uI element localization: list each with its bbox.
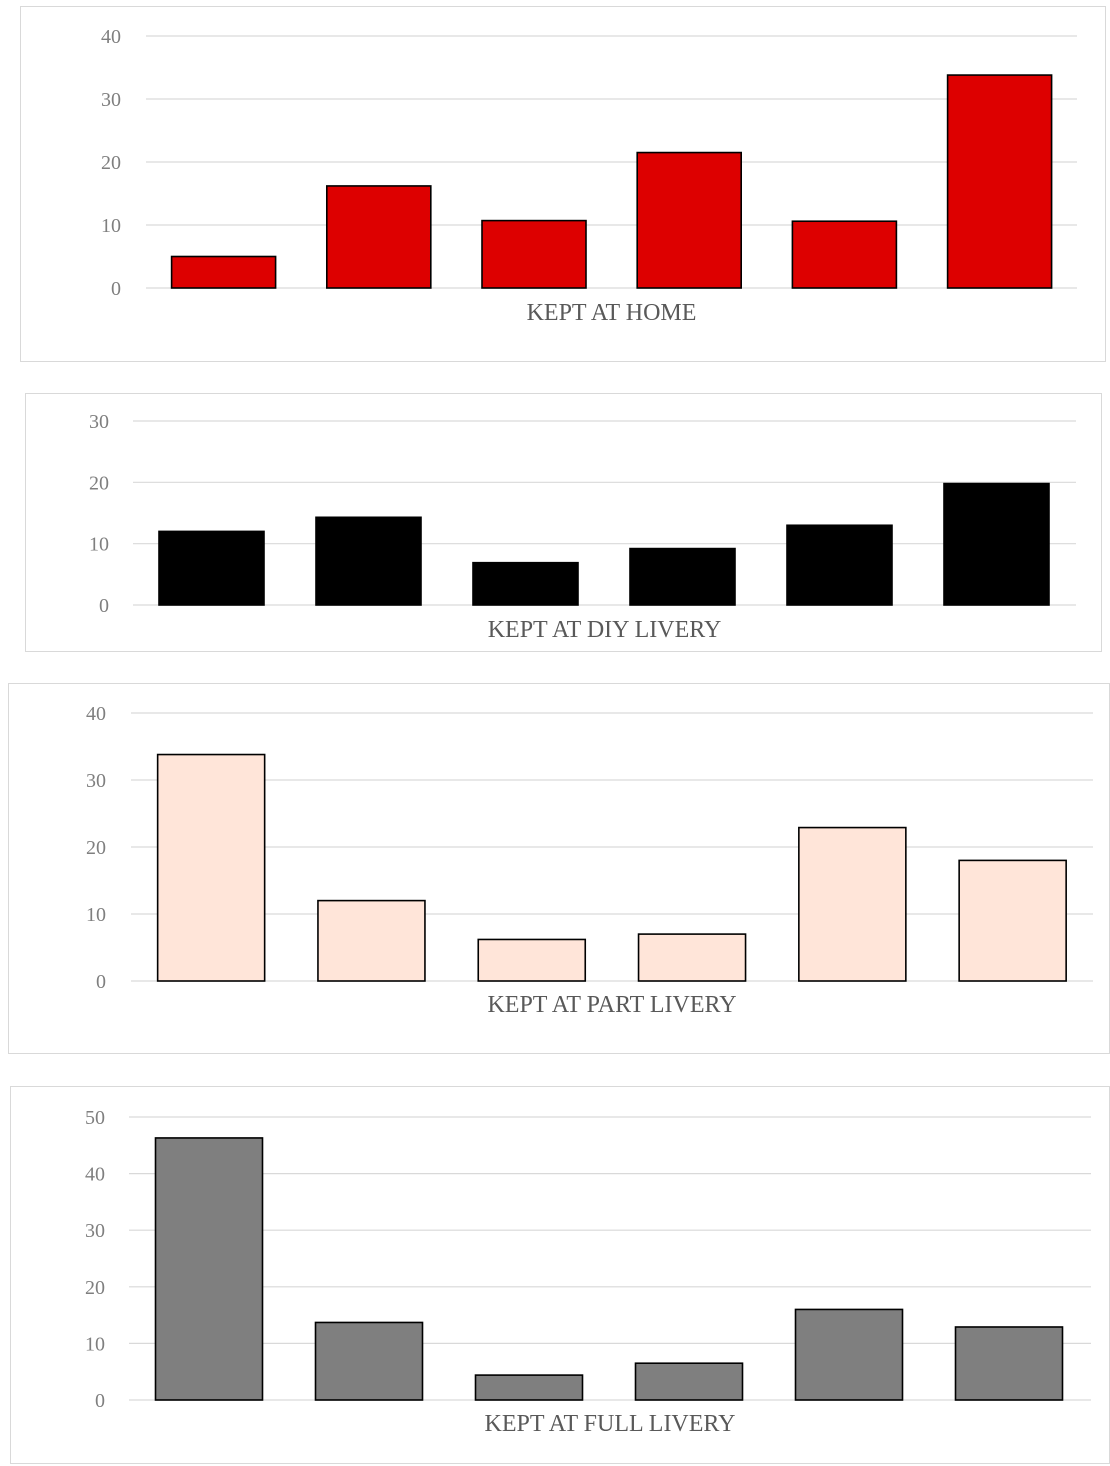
y-tick-label: 10 <box>85 1333 105 1355</box>
bar-kept-at-diy-livery-2 <box>315 516 422 606</box>
bar-kept-at-part-livery-5 <box>798 826 907 982</box>
bar-kept-at-part-livery-1 <box>156 753 266 982</box>
chart-title: KEPT AT HOME <box>527 300 697 326</box>
bar-kept-at-part-livery-3 <box>477 938 587 982</box>
chart-title: KEPT AT DIY LIVERY <box>488 617 722 643</box>
y-tick-label: 20 <box>85 1277 105 1299</box>
bar-kept-at-full-livery-2 <box>314 1321 424 1401</box>
bar-kept-at-full-livery-1 <box>154 1137 264 1401</box>
y-tick-label: 10 <box>86 904 106 926</box>
chart-panel-kept-at-full-livery: 0 10 20 30 40 50 KEPT AT FULL LIVERY <box>10 1086 1110 1464</box>
y-tick-label: 50 <box>85 1107 105 1129</box>
y-tick-label: 30 <box>85 1220 105 1242</box>
y-tick-label: 10 <box>89 534 109 556</box>
bar-chart-kept-at-full-livery: 0 10 20 30 40 50 KEPT AT FULL LIVERY <box>85 1107 1091 1437</box>
bar-kept-at-full-livery-3 <box>474 1374 584 1401</box>
bar-kept-at-home-6 <box>946 74 1053 289</box>
bar-kept-at-full-livery-4 <box>634 1362 744 1401</box>
chart-panel-kept-at-part-livery: 0 10 20 30 40 KEPT AT PART LIVERY <box>8 683 1110 1054</box>
bar-kept-at-diy-livery-6 <box>943 482 1050 606</box>
bar-chart-kept-at-part-livery: 0 10 20 30 40 KEPT AT PART LIVERY <box>86 703 1093 1018</box>
y-tick-label: 30 <box>89 411 109 433</box>
y-tick-label: 0 <box>99 595 109 617</box>
chart-panel-kept-at-home: 0 10 20 30 40 KEPT AT HOME <box>20 6 1106 362</box>
bar-kept-at-home-4 <box>636 151 743 289</box>
y-tick-label: 20 <box>86 837 106 859</box>
y-tick-label: 30 <box>86 770 106 792</box>
bar-kept-at-diy-livery-3 <box>472 561 579 606</box>
y-tick-label: 20 <box>89 472 109 494</box>
chart-panel-kept-at-diy-livery: 0 10 20 30 KEPT AT DIY LIVERY <box>25 393 1102 652</box>
chart-title: KEPT AT FULL LIVERY <box>485 1411 736 1437</box>
bar-kept-at-part-livery-6 <box>958 859 1067 982</box>
bar-kept-at-diy-livery-4 <box>629 547 736 606</box>
bar-kept-at-part-livery-4 <box>637 933 747 982</box>
y-tick-label: 40 <box>101 26 121 48</box>
bar-kept-at-home-1 <box>170 255 277 289</box>
bar-chart-kept-at-diy-livery: 0 10 20 30 KEPT AT DIY LIVERY <box>89 411 1076 643</box>
chart-title: KEPT AT PART LIVERY <box>487 992 736 1018</box>
bar-kept-at-full-livery-5 <box>794 1308 904 1401</box>
bar-kept-at-home-5 <box>791 220 898 289</box>
bar-kept-at-diy-livery-5 <box>786 524 893 606</box>
bar-kept-at-diy-livery-1 <box>158 530 265 606</box>
y-tick-label: 40 <box>85 1164 105 1186</box>
y-tick-label: 0 <box>96 971 106 993</box>
y-tick-label: 0 <box>95 1390 105 1412</box>
y-tick-label: 20 <box>101 152 121 174</box>
y-tick-label: 0 <box>111 278 121 300</box>
bar-kept-at-home-2 <box>325 185 432 289</box>
y-tick-label: 10 <box>101 215 121 237</box>
bar-kept-at-part-livery-2 <box>317 899 426 982</box>
y-tick-label: 40 <box>86 703 106 725</box>
bar-kept-at-home-3 <box>481 219 587 289</box>
bar-chart-kept-at-home: 0 10 20 30 40 KEPT AT HOME <box>101 26 1077 326</box>
bar-kept-at-full-livery-6 <box>954 1326 1064 1401</box>
y-tick-label: 30 <box>101 89 121 111</box>
